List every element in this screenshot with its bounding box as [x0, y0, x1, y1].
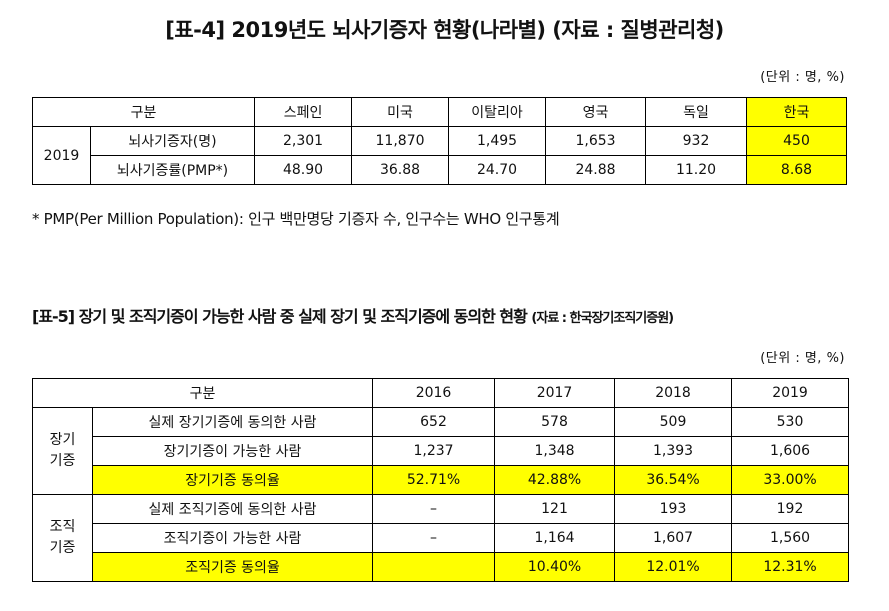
table4-title: [표-4] 2019년도 뇌사기증자 현황(나라별) (자료 : 질병관리청) [165, 18, 724, 42]
table5-title: [표-5] 장기 및 조직기증이 가능한 사람 중 실제 장기 및 조직기증에 … [32, 303, 674, 327]
table-cell: 12.31% [731, 552, 850, 582]
table5-header-row: 구분 2016 2017 2018 2019 [31, 378, 850, 408]
table-cell: – [372, 494, 496, 524]
header-year: 2016 [372, 378, 496, 408]
table-cell: 12.01% [614, 552, 733, 582]
header-country: 미국 [351, 97, 450, 127]
table-cell [372, 552, 496, 582]
header-country: 영국 [545, 97, 647, 127]
table-row: 2019 뇌사기증자(명) 2,301 11,870 1,495 1,653 9… [32, 126, 848, 185]
table4-footnote: * PMP(Per Million Population): 인구 백만명당 기… [32, 210, 560, 228]
table-cell: 192 [731, 494, 850, 524]
table-row: 조직기증이 가능한 사람 – 1,164 1,607 1,560 [33, 523, 850, 553]
table-cell: 1,560 [731, 523, 850, 553]
table-row-highlight: 장기기증 동의율 52.71% 42.88% 36.54% 33.00% [32, 465, 850, 495]
header-group: 구분 [31, 97, 256, 127]
table-cell: 193 [614, 494, 733, 524]
table-cell: 1,653 [545, 126, 647, 156]
header-country: 독일 [645, 97, 748, 127]
header-country: 스페인 [254, 97, 353, 127]
header-country: 이탈리아 [448, 97, 547, 127]
table-cell: 24.88 [545, 155, 647, 185]
table5-source: (자료 : 한국장기조직기증원) [531, 311, 674, 326]
group-label-organ: 장기 기증 [32, 407, 93, 495]
table-cell: 1,495 [448, 126, 547, 156]
table-row: 조직 기증 실제 조직기증에 동의한 사람 – 121 193 192 [32, 494, 850, 582]
table5-title-text: [표-5] 장기 및 조직기증이 가능한 사람 중 실제 장기 및 조직기증에 … [32, 307, 528, 326]
year-cell: 2019 [32, 126, 91, 185]
table-cell: 932 [645, 126, 748, 156]
table-cell: 2,301 [254, 126, 353, 156]
table-row-highlight: 조직기증 동의율 10.40% 12.01% 12.31% [33, 552, 850, 582]
table-cell: 10.40% [494, 552, 616, 582]
table-cell: 11,870 [351, 126, 450, 156]
table-cell: 1,607 [614, 523, 733, 553]
table-cell: 52.71% [372, 465, 496, 495]
table-cell: 1,348 [494, 436, 616, 466]
table-cell: 1,393 [614, 436, 733, 466]
header-year: 2018 [614, 378, 733, 408]
table-cell: 652 [372, 407, 496, 437]
table-cell: 24.70 [448, 155, 547, 185]
row-label: 실제 장기기증에 동의한 사람 [91, 407, 374, 437]
header-year: 2019 [731, 378, 850, 408]
row-label: 조직기증이 가능한 사람 [91, 523, 374, 553]
table-cell: 48.90 [254, 155, 353, 185]
header-group: 구분 [31, 378, 374, 408]
table-cell: – [372, 523, 496, 553]
row-label: 장기기증 동의율 [91, 465, 374, 495]
table5: 구분 2016 2017 2018 2019 장기 기증 실제 장기기증에 동의… [31, 378, 850, 582]
table5-unit: (단위 : 명, %) [760, 351, 845, 366]
table-cell: 36.54% [614, 465, 733, 495]
table-cell: 11.20 [645, 155, 748, 185]
table4: 구분 스페인 미국 이탈리아 영국 독일 한국 2019 뇌사기증자(명) 2,… [31, 97, 848, 185]
table4-header-row: 구분 스페인 미국 이탈리아 영국 독일 한국 [31, 97, 848, 127]
group-label-tissue: 조직 기증 [32, 494, 93, 582]
table-cell: 121 [494, 494, 616, 524]
header-country-korea: 한국 [746, 97, 848, 127]
table-cell: 509 [614, 407, 733, 437]
row-label: 뇌사기증률(PMP*) [89, 155, 256, 185]
row-label: 실제 조직기증에 동의한 사람 [91, 494, 374, 524]
row-label: 장기기증이 가능한 사람 [91, 436, 374, 466]
table-cell-korea: 450 [746, 126, 848, 156]
header-year: 2017 [494, 378, 616, 408]
table-cell-korea: 8.68 [746, 155, 848, 185]
table-cell: 530 [731, 407, 850, 437]
row-label: 뇌사기증자(명) [89, 126, 256, 156]
table-row: 장기 기증 실제 장기기증에 동의한 사람 652 578 509 530 [32, 407, 850, 495]
table-row: 뇌사기증률(PMP*) 48.90 36.88 24.70 24.88 11.2… [33, 155, 848, 185]
table-row: 장기기증이 가능한 사람 1,237 1,348 1,393 1,606 [33, 436, 850, 466]
table-cell: 1,164 [494, 523, 616, 553]
table4-unit: (단위 : 명, %) [760, 70, 845, 85]
table-cell: 36.88 [351, 155, 450, 185]
table-cell: 33.00% [731, 465, 850, 495]
table-cell: 1,606 [731, 436, 850, 466]
table-cell: 42.88% [494, 465, 616, 495]
table-cell: 578 [494, 407, 616, 437]
table-cell: 1,237 [372, 436, 496, 466]
row-label: 조직기증 동의율 [91, 552, 374, 582]
